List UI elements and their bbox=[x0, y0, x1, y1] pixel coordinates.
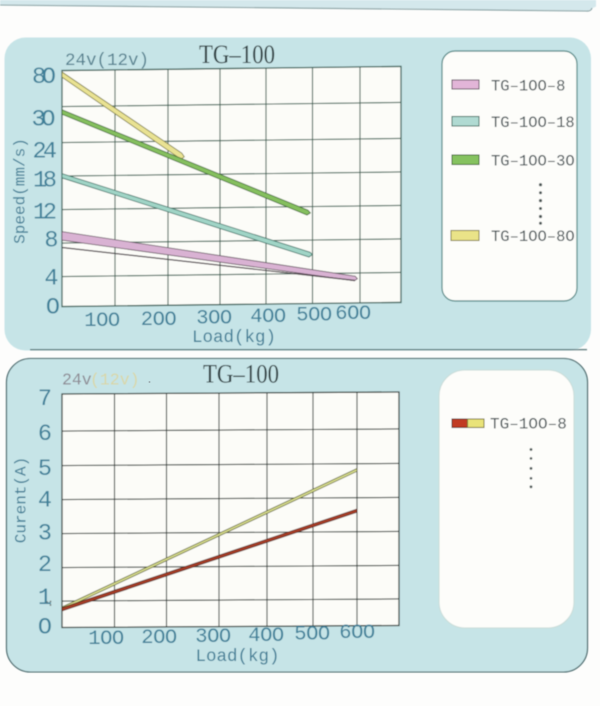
svg-text:6OO: 6OO bbox=[335, 303, 371, 326]
svg-text:5: 5 bbox=[38, 456, 52, 483]
svg-text:3O: 3O bbox=[32, 107, 56, 134]
svg-text:TG–1OO–8: TG–1OO–8 bbox=[491, 78, 565, 96]
svg-text:2OO: 2OO bbox=[141, 627, 177, 650]
svg-text:Load(kg): Load(kg) bbox=[192, 328, 276, 348]
svg-text:8: 8 bbox=[44, 228, 58, 255]
svg-text:8O: 8O bbox=[32, 64, 56, 91]
svg-text:1OO: 1OO bbox=[88, 628, 124, 651]
svg-text:Load(kg): Load(kg) bbox=[195, 647, 279, 667]
svg-text:3: 3 bbox=[38, 521, 52, 548]
svg-text:Curent(A): Curent(A) bbox=[13, 457, 31, 543]
svg-text:18: 18 bbox=[33, 168, 57, 195]
svg-text:4OO: 4OO bbox=[250, 306, 286, 329]
svg-text:TG–1OO–18: TG–1OO–18 bbox=[491, 114, 575, 132]
svg-text:7: 7 bbox=[38, 386, 52, 413]
svg-text:Speed(mm/s): Speed(mm/s) bbox=[12, 138, 30, 244]
svg-text:2: 2 bbox=[38, 552, 52, 579]
svg-text:4OO: 4OO bbox=[248, 625, 284, 648]
svg-text:O: O bbox=[38, 615, 52, 642]
svg-text:5OO: 5OO bbox=[296, 305, 332, 328]
svg-text:4: 4 bbox=[44, 266, 58, 293]
svg-text:2OO: 2OO bbox=[141, 309, 177, 332]
svg-text:O: O bbox=[46, 295, 60, 322]
svg-text:TG–1OO–3O: TG–1OO–3O bbox=[491, 153, 575, 171]
svg-text:24v(12v): 24v(12v) bbox=[65, 51, 149, 71]
svg-text:(12v): (12v) bbox=[90, 371, 140, 390]
svg-text:6: 6 bbox=[38, 421, 52, 448]
svg-text:24v: 24v bbox=[62, 371, 92, 390]
svg-text:24: 24 bbox=[33, 139, 58, 166]
svg-text:TG–1OO–8: TG–1OO–8 bbox=[490, 416, 567, 434]
svg-text:3OO: 3OO bbox=[195, 626, 231, 649]
svg-text:TG–100: TG–100 bbox=[203, 360, 279, 389]
svg-text:1OO: 1OO bbox=[84, 310, 120, 333]
svg-text:5OO: 5OO bbox=[294, 624, 330, 647]
svg-text:6OO: 6OO bbox=[339, 622, 375, 645]
svg-text:TG–100: TG–100 bbox=[199, 40, 275, 69]
svg-text:12: 12 bbox=[33, 200, 57, 227]
svg-text:3OO: 3OO bbox=[196, 308, 232, 331]
svg-text:TG–1OO–8O: TG–1OO–8O bbox=[491, 228, 575, 246]
svg-text:4: 4 bbox=[38, 488, 52, 515]
svg-text:1: 1 bbox=[38, 585, 52, 612]
